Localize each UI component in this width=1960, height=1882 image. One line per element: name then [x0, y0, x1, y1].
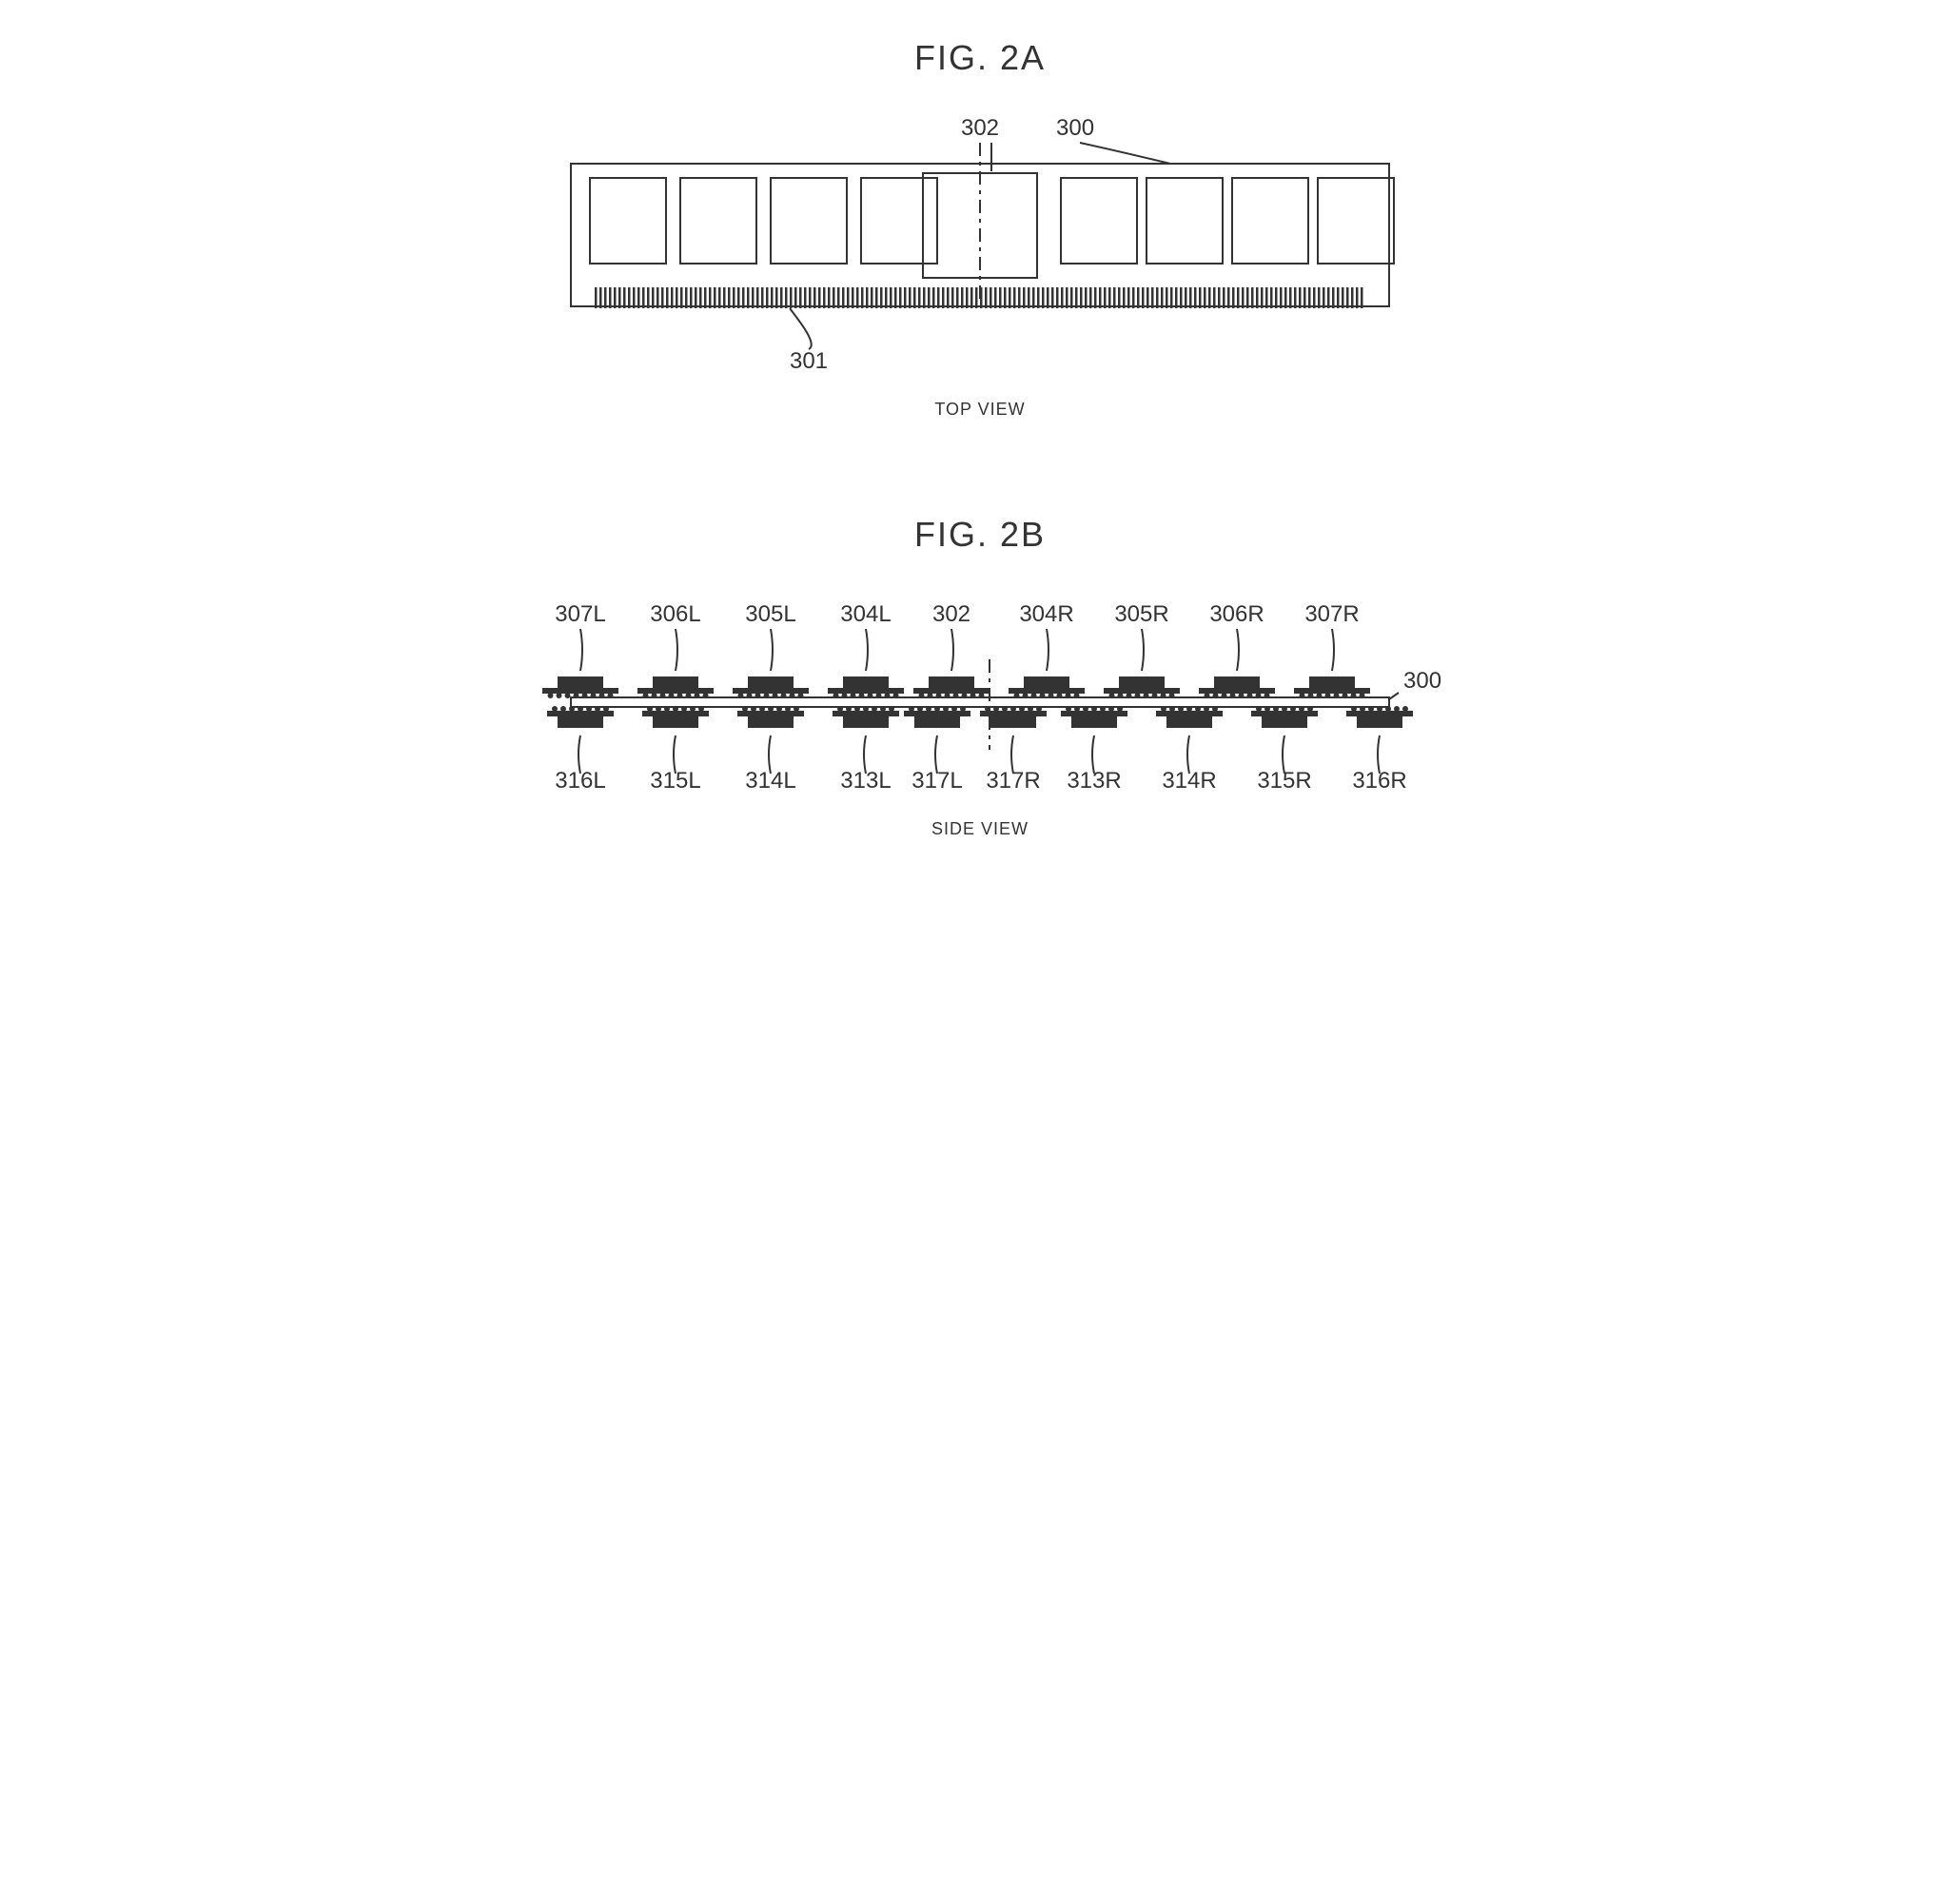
pcb-board [571, 697, 1389, 707]
label-302: 302 [961, 115, 999, 141]
svg-text:305R: 305R [1114, 601, 1168, 627]
bottom-labels: 316L315L314L313L317L317R313R314R315R316R [555, 735, 1406, 794]
fig2a-svg: 302 300 301 [514, 107, 1446, 392]
label-300b: 300 [1403, 668, 1441, 694]
leader-300b [1389, 693, 1399, 699]
svg-text:307L: 307L [555, 601, 605, 627]
left-chips [590, 178, 937, 264]
bottom-modules [547, 706, 1413, 728]
fig2b-caption: SIDE VIEW [514, 819, 1446, 839]
label-301: 301 [790, 348, 828, 374]
fig2b-svg: 307L 306L 305L 304L 302 304R 305R 306R 307R 316L… [514, 583, 1446, 812]
right-chips [1061, 178, 1394, 264]
fig2a-title: FIG. 2A [514, 38, 1446, 78]
svg-text:306L: 306L [650, 601, 700, 627]
svg-text:302: 302 [932, 601, 970, 627]
fig2a-caption: TOP VIEW [514, 400, 1446, 420]
label-300: 300 [1056, 115, 1094, 141]
svg-text:304L: 304L [840, 601, 891, 627]
svg-text:306R: 306R [1209, 601, 1264, 627]
svg-text:307R: 307R [1304, 601, 1359, 627]
fig2b-title: FIG. 2B [514, 515, 1446, 555]
connector [595, 287, 1363, 308]
svg-text:304R: 304R [1019, 601, 1073, 627]
top-modules [542, 676, 1370, 698]
leader-301 [790, 308, 812, 349]
leader-300 [1080, 143, 1170, 164]
svg-text:305L: 305L [745, 601, 795, 627]
top-labels: 307L 306L 305L 304L 302 304R 305R 306R 307R [555, 601, 1359, 671]
